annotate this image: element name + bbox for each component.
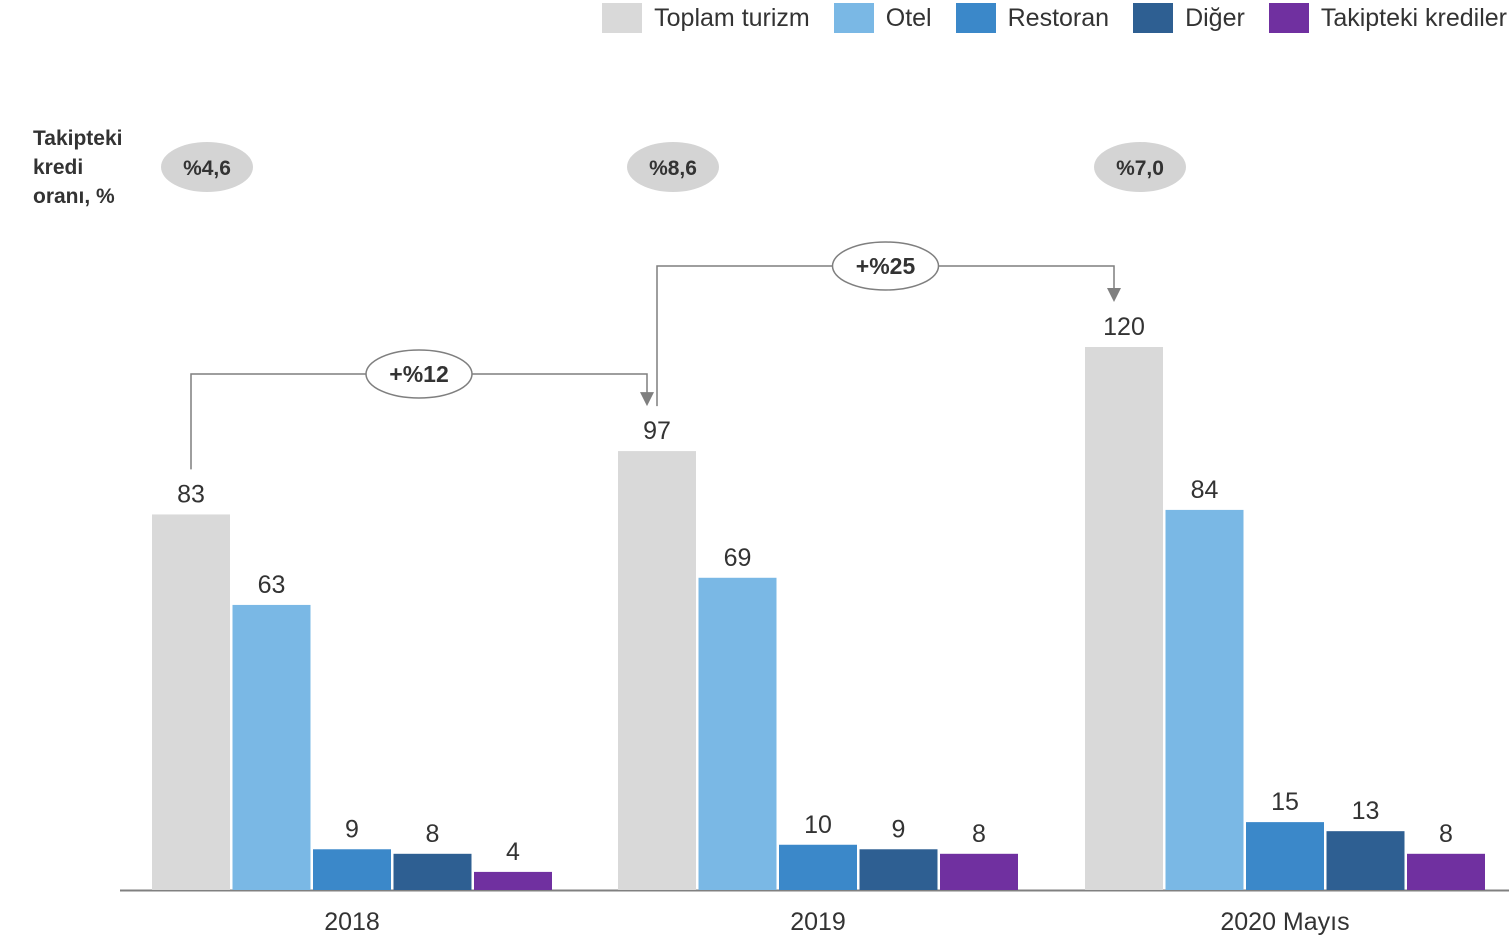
x-tick-label: 2018	[324, 908, 380, 936]
npl-ratio-label-line2: kredi	[33, 156, 84, 179]
bar	[618, 451, 696, 890]
data-label: 13	[1352, 797, 1380, 825]
bar	[393, 853, 472, 890]
data-label: 9	[345, 815, 359, 843]
growth-arrowhead	[1107, 288, 1121, 302]
bar	[859, 849, 938, 890]
npl-ratio-value: %8,6	[649, 157, 697, 180]
data-label: 4	[506, 838, 520, 866]
legend-label: Restoran	[1007, 3, 1110, 32]
data-label: 8	[972, 820, 986, 848]
growth-label: +%12	[389, 361, 448, 387]
legend-swatch	[1268, 3, 1309, 33]
legend-swatch	[833, 3, 874, 33]
npl-ratio-bubble	[627, 142, 719, 192]
npl-ratio-value: %7,0	[1116, 157, 1164, 180]
bar	[232, 604, 311, 890]
bar	[152, 514, 230, 890]
legend-swatch	[955, 3, 996, 33]
legend-item: Restoran	[955, 3, 1110, 33]
npl-ratio-bubble	[1094, 142, 1186, 192]
npl-ratio-bubble	[161, 142, 253, 192]
data-label: 63	[258, 571, 286, 599]
data-label: 83	[177, 480, 205, 508]
growth-label: +%25	[856, 253, 916, 279]
bar	[698, 577, 777, 890]
bar	[1407, 853, 1485, 890]
x-tick-label: 2020 Mayıs	[1220, 908, 1349, 936]
growth-arrowhead	[640, 392, 654, 407]
bar	[1246, 822, 1324, 890]
bar	[940, 853, 1018, 890]
legend-swatch	[1133, 3, 1174, 33]
data-label: 8	[426, 820, 440, 848]
legend-swatch	[602, 3, 643, 33]
legend-item: Diğer	[1133, 3, 1245, 33]
npl-ratio-label: Takipteki kredi oranı, %	[33, 124, 122, 211]
legend-label: Toplam turizm	[654, 3, 810, 32]
npl-ratio-value: %4,6	[183, 157, 231, 180]
legend-item: Otel	[833, 3, 932, 33]
legend-item: Toplam turizm	[602, 3, 810, 33]
bar	[474, 871, 552, 890]
legend-label: Otel	[885, 3, 932, 32]
legend-item: Takipteki krediler	[1268, 3, 1507, 33]
data-label: 97	[643, 417, 671, 445]
bar	[1165, 509, 1244, 890]
x-tick-label: 2019	[790, 908, 846, 936]
chart-legend: Toplam turizm Otel Restoran Diğer Takipteki …	[602, 3, 1507, 33]
legend-label: Diğer	[1185, 3, 1245, 32]
bar	[313, 849, 391, 890]
data-label: 9	[892, 815, 906, 843]
bar	[1085, 347, 1163, 890]
bar	[779, 844, 857, 890]
growth-bubble	[831, 241, 940, 291]
data-label: 84	[1191, 476, 1219, 504]
data-label: 8	[1439, 820, 1453, 848]
data-label: 120	[1103, 313, 1145, 341]
npl-ratio-label-line3: oranı, %	[33, 185, 115, 208]
bar	[1326, 831, 1405, 890]
data-label: 69	[724, 544, 752, 572]
legend-label: Takipteki krediler	[1320, 3, 1507, 32]
growth-bubble	[365, 349, 473, 399]
data-label: 15	[1271, 788, 1299, 816]
npl-ratio-label-line1: Takipteki	[33, 127, 123, 150]
data-label: 10	[804, 811, 832, 839]
